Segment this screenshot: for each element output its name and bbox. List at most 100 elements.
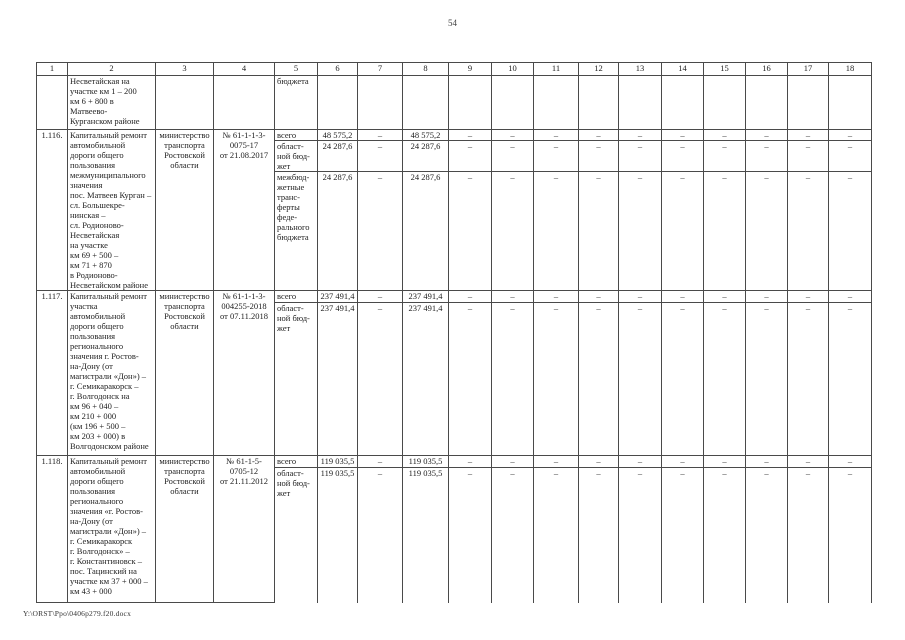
value-cell: 48 575,2 — [317, 129, 358, 141]
value-cell — [533, 75, 579, 130]
item-number: 1.117. — [36, 290, 68, 456]
value-cell: – — [745, 140, 788, 172]
value-cell — [578, 75, 619, 130]
expertise-doc: № 61-1-1-3- 0075-17 от 21.08.2017 — [213, 129, 275, 291]
table-row: област- ной бюд- жет 119 035,5 – 119 035… — [37, 467, 872, 603]
value-cell — [448, 75, 492, 130]
value-cell: – — [745, 467, 788, 603]
item-number: 1.118. — [36, 455, 68, 603]
item-number — [36, 75, 68, 130]
value-cell: 48 575,2 — [402, 129, 449, 141]
value-cell: – — [533, 290, 579, 303]
col-header: 6 — [317, 62, 358, 76]
item-name: Капитальный ремонт участка автомобильной… — [67, 290, 156, 456]
value-cell: – — [578, 171, 619, 291]
value-cell: 119 035,5 — [402, 455, 449, 468]
value-cell: – — [828, 129, 872, 141]
value-cell: – — [533, 129, 579, 141]
value-cell: 24 287,6 — [317, 140, 358, 172]
value-cell: – — [787, 467, 829, 603]
value-cell: – — [787, 129, 829, 141]
col-header: 2 — [67, 62, 156, 76]
value-cell: 237 491,4 — [402, 302, 449, 456]
table-row: 1.117. Капитальный ремонт участка автомо… — [36, 290, 872, 456]
value-cell — [703, 75, 746, 130]
col-header: 10 — [491, 62, 534, 76]
continuation-row: Несветайская на участке км 1 – 200 км 6 … — [36, 75, 872, 130]
executor: министерство транспорта Ростовской облас… — [155, 129, 214, 291]
table-row: област- ной бюд- жет 237 491,4 – 237 491… — [37, 302, 872, 456]
col-header: 12 — [578, 62, 619, 76]
col-header: 9 — [448, 62, 492, 76]
value-cell: – — [661, 171, 704, 291]
value-cell — [618, 75, 662, 130]
value-cell: – — [533, 171, 579, 291]
value-cell: – — [661, 455, 704, 468]
value-cell: – — [828, 467, 872, 603]
value-cell: 24 287,6 — [402, 171, 449, 291]
col-header: 18 — [828, 62, 872, 76]
value-cell: 119 035,5 — [402, 467, 449, 603]
col-header: 15 — [703, 62, 746, 76]
budget-type: област- ной бюд- жет — [274, 467, 318, 603]
value-cell: – — [491, 171, 534, 291]
document-file-path: Y:\ORST\Ppo\0406p279.f20.docx — [23, 609, 132, 618]
value-cell: – — [618, 129, 662, 141]
expertise-doc: № 61-1-5- 0705-12 от 21.11.2012 — [213, 455, 275, 603]
col-header: 13 — [618, 62, 662, 76]
budget-type: всего — [274, 290, 318, 303]
col-header: 8 — [402, 62, 449, 76]
value-cell: 24 287,6 — [317, 171, 358, 291]
value-cell: – — [578, 467, 619, 603]
executor — [155, 75, 214, 130]
value-cell: – — [745, 129, 788, 141]
col-header: 4 — [213, 62, 275, 76]
value-cell: 119 035,5 — [317, 455, 358, 468]
expertise-doc: № 61-1-1-3- 004255-2018 от 07.11.2018 — [213, 290, 275, 456]
value-cell: – — [787, 290, 829, 303]
value-cell: – — [703, 140, 746, 172]
value-cell: – — [618, 290, 662, 303]
value-cell: – — [787, 171, 829, 291]
value-cell: – — [533, 302, 579, 456]
value-cell: – — [578, 140, 619, 172]
value-cell — [828, 75, 872, 130]
value-cell: 24 287,6 — [402, 140, 449, 172]
value-cell: – — [703, 290, 746, 303]
value-cell: – — [703, 467, 746, 603]
value-cell: – — [703, 171, 746, 291]
value-cell: – — [533, 455, 579, 468]
item-number: 1.116. — [36, 129, 68, 291]
value-cell — [491, 75, 534, 130]
value-cell: – — [618, 467, 662, 603]
budget-type: област- ной бюд- жет — [274, 140, 318, 172]
value-cell: – — [448, 290, 492, 303]
value-cell: – — [491, 455, 534, 468]
value-cell: – — [745, 171, 788, 291]
col-header: 14 — [661, 62, 704, 76]
col-header: 3 — [155, 62, 214, 76]
value-cell: – — [618, 302, 662, 456]
value-cell — [787, 75, 829, 130]
col-header: 17 — [787, 62, 829, 76]
value-cell: – — [578, 129, 619, 141]
value-cell: – — [578, 455, 619, 468]
value-cell: – — [787, 302, 829, 456]
value-cell: 119 035,5 — [317, 467, 358, 603]
value-cell: – — [828, 302, 872, 456]
value-cell: – — [745, 290, 788, 303]
value-cell: – — [448, 140, 492, 172]
col-header: 1 — [36, 62, 68, 76]
value-cell — [357, 75, 403, 130]
value-cell: – — [448, 171, 492, 291]
value-cell: – — [828, 290, 872, 303]
budget-type: всего — [274, 129, 318, 141]
value-cell: – — [745, 455, 788, 468]
value-cell: – — [448, 129, 492, 141]
value-cell: 237 491,4 — [317, 290, 358, 303]
value-cell: – — [618, 140, 662, 172]
item-name: Капитальный ремонт автомобильной дороги … — [67, 455, 156, 603]
page-number: 54 — [448, 18, 457, 28]
value-cell: – — [828, 455, 872, 468]
